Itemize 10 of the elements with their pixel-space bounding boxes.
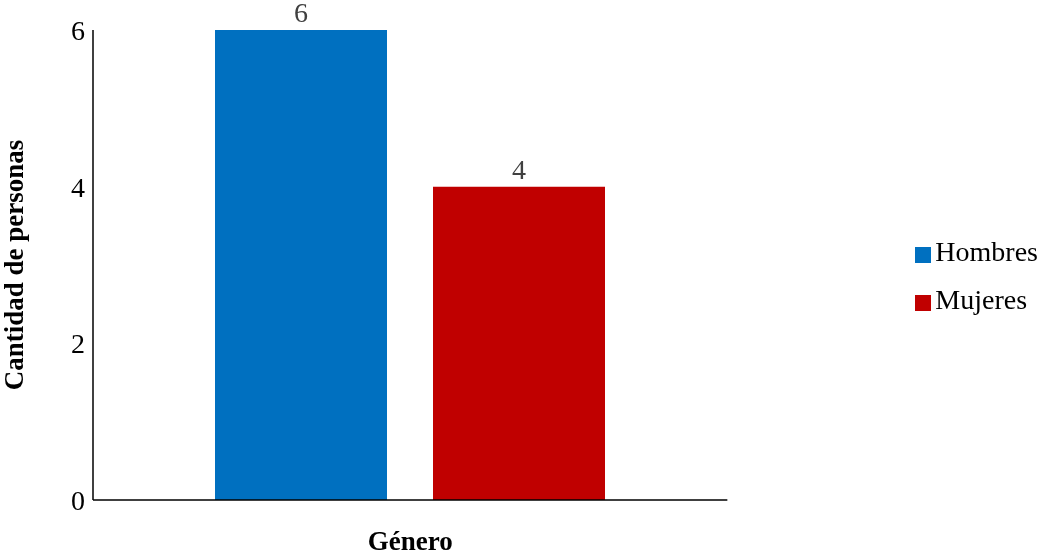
data-label: 6 [294,0,308,28]
y-tick-label: 4 [71,171,85,203]
y-tick-label: 6 [71,14,85,46]
legend-label: Mujeres [935,284,1028,315]
y-tick-label: 2 [71,328,85,360]
legend-label: Hombres [935,236,1038,267]
x-axis-title: Género [367,526,453,552]
data-label: 4 [512,153,526,185]
y-axis-title: Cantidad de personas [0,139,29,391]
y-tick-label: 0 [71,484,85,516]
